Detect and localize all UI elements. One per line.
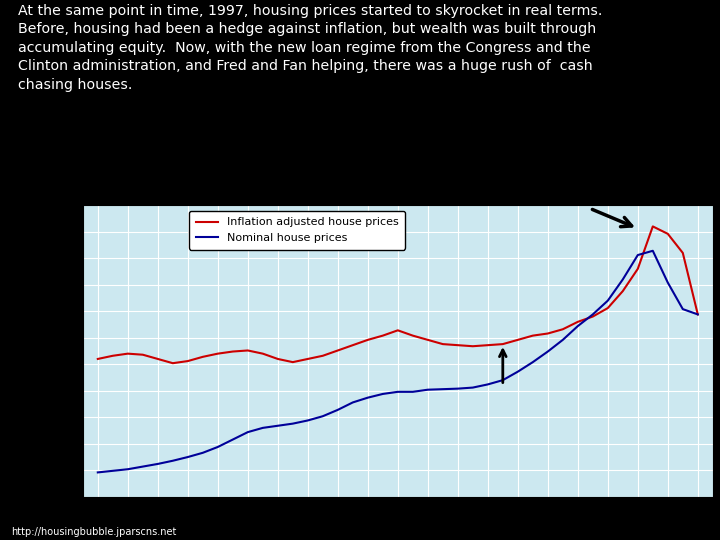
Inflation adjusted house prices [513, 336, 522, 343]
Nominal house prices [199, 450, 207, 456]
Inflation adjusted house prices [423, 336, 432, 343]
Nominal house prices [243, 429, 252, 435]
Nominal house prices [603, 298, 612, 304]
Nominal house prices [663, 279, 672, 286]
Inflation adjusted house prices [573, 319, 582, 325]
Nominal house prices [469, 384, 477, 391]
Nominal house prices [544, 348, 552, 355]
Nominal house prices [123, 466, 132, 472]
Nominal house prices [528, 359, 537, 366]
Inflation adjusted house prices [618, 288, 627, 294]
Nominal house prices [513, 368, 522, 375]
Inflation adjusted house prices [153, 356, 162, 362]
Inflation adjusted house prices [243, 347, 252, 354]
Inflation adjusted house prices [693, 311, 702, 318]
Inflation adjusted house prices [109, 353, 117, 359]
Nominal house prices [184, 454, 192, 460]
Nominal house prices [423, 387, 432, 393]
Nominal house prices [348, 399, 357, 406]
Nominal house prices [109, 468, 117, 474]
Nominal house prices [454, 386, 462, 392]
Nominal house prices [438, 386, 447, 393]
Inflation adjusted house prices [258, 350, 267, 357]
Inflation adjusted house prices [274, 356, 282, 362]
Nominal house prices [483, 381, 492, 388]
Inflation adjusted house prices [649, 223, 657, 230]
Text: http://housingbubble.jparscns.net: http://housingbubble.jparscns.net [11, 527, 176, 537]
Inflation adjusted house prices [678, 249, 687, 256]
Nominal house prices [168, 457, 177, 464]
Nominal house prices [289, 421, 297, 427]
Inflation adjusted house prices [559, 326, 567, 333]
X-axis label: Year: Year [384, 534, 411, 540]
Inflation adjusted house prices [289, 359, 297, 366]
Inflation adjusted house prices [663, 231, 672, 237]
Y-axis label: Price: Price [6, 336, 19, 366]
Inflation adjusted house prices [168, 360, 177, 367]
Nominal house prices [138, 463, 147, 470]
Nominal house prices [588, 311, 597, 318]
Nominal house prices [213, 444, 222, 450]
Inflation adjusted house prices [348, 342, 357, 348]
Inflation adjusted house prices [544, 330, 552, 337]
Nominal house prices [94, 469, 102, 476]
Nominal house prices [303, 417, 312, 424]
Line: Inflation adjusted house prices: Inflation adjusted house prices [98, 226, 698, 363]
Nominal house prices [649, 247, 657, 254]
Inflation adjusted house prices [379, 333, 387, 339]
Inflation adjusted house prices [184, 358, 192, 365]
Nominal house prices [333, 407, 342, 413]
Inflation adjusted house prices [364, 336, 372, 343]
Nominal house prices [379, 391, 387, 397]
Nominal house prices [153, 461, 162, 467]
Nominal house prices [559, 336, 567, 343]
Nominal house prices [318, 413, 327, 420]
Inflation adjusted house prices [634, 266, 642, 272]
Inflation adjusted house prices [333, 347, 342, 354]
Nominal house prices [258, 424, 267, 431]
Inflation adjusted house prices [393, 327, 402, 334]
Inflation adjusted house prices [408, 333, 417, 339]
Nominal house prices [678, 306, 687, 312]
Inflation adjusted house prices [469, 343, 477, 349]
Nominal house prices [573, 323, 582, 329]
Inflation adjusted house prices [303, 356, 312, 362]
Inflation adjusted house prices [213, 350, 222, 357]
Nominal house prices [618, 276, 627, 282]
Text: At the same point in time, 1997, housing prices started to skyrocket in real ter: At the same point in time, 1997, housing… [18, 4, 602, 92]
Inflation adjusted house prices [454, 342, 462, 348]
Line: Nominal house prices: Nominal house prices [98, 251, 698, 472]
Nominal house prices [634, 252, 642, 258]
Inflation adjusted house prices [318, 353, 327, 359]
Inflation adjusted house prices [94, 356, 102, 362]
Nominal house prices [408, 389, 417, 395]
Inflation adjusted house prices [498, 341, 507, 347]
Inflation adjusted house prices [528, 333, 537, 339]
Inflation adjusted house prices [228, 348, 237, 355]
Nominal house prices [274, 422, 282, 429]
Nominal house prices [498, 377, 507, 383]
Inflation adjusted house prices [483, 342, 492, 348]
Inflation adjusted house prices [438, 341, 447, 347]
Legend: Inflation adjusted house prices, Nominal house prices: Inflation adjusted house prices, Nominal… [189, 211, 405, 249]
Inflation adjusted house prices [199, 354, 207, 360]
Inflation adjusted house prices [138, 352, 147, 358]
Inflation adjusted house prices [603, 305, 612, 311]
Nominal house prices [693, 311, 702, 318]
Nominal house prices [228, 436, 237, 443]
Inflation adjusted house prices [588, 313, 597, 320]
Inflation adjusted house prices [123, 350, 132, 357]
Nominal house prices [393, 389, 402, 395]
Nominal house prices [364, 394, 372, 401]
